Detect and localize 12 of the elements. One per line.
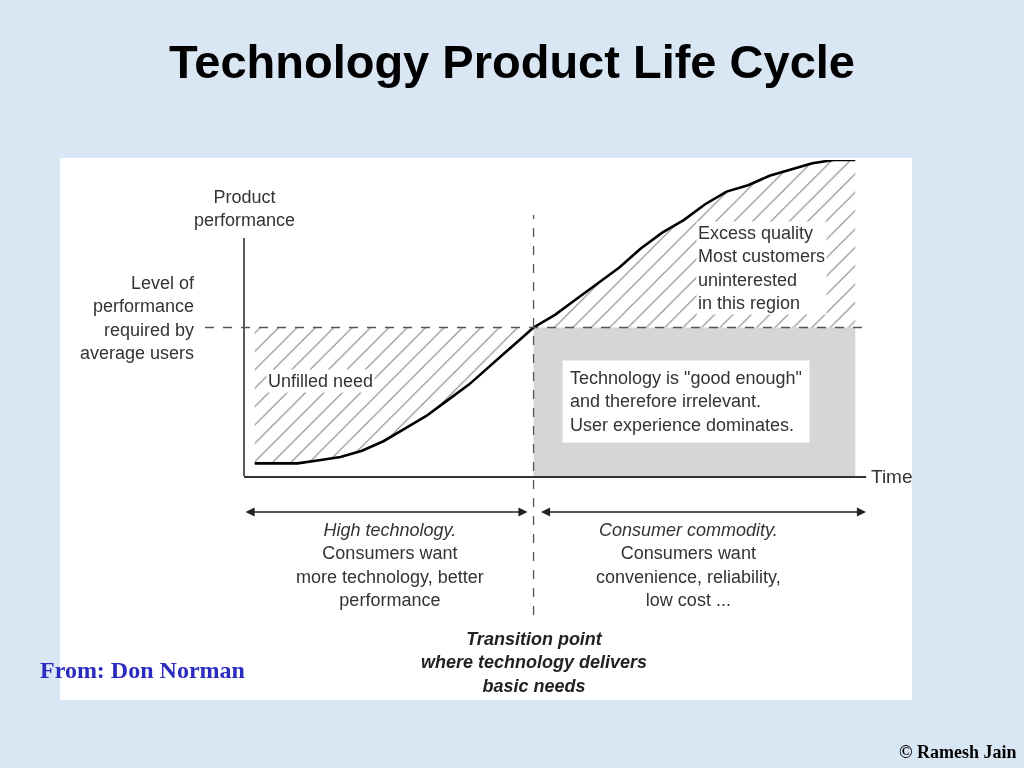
y-axis-title: Product performance [194, 187, 296, 231]
chart-title: Technology Product Life Cycle [169, 35, 855, 89]
text: Transition point where technology delivers basic needs [421, 629, 648, 696]
annotation: Excess quality Most customers uninterested in this region [698, 223, 826, 314]
text: Consumer commodity. Consumers want convenience, reliability, low cost ... [596, 520, 781, 611]
ref-line-label: Level of performance required by average users [80, 273, 196, 364]
annotation: Unfilled need [268, 371, 374, 391]
x-axis-title: Time [871, 466, 913, 487]
text: From: Don Norman [40, 657, 245, 683]
text: High technology. Consumers want more technology, better performance [296, 520, 484, 611]
text: © Ramesh Jain [899, 742, 1017, 762]
annotation: Technology is "good enough" and therefore irrelevant. User experience dominates. [570, 368, 802, 435]
